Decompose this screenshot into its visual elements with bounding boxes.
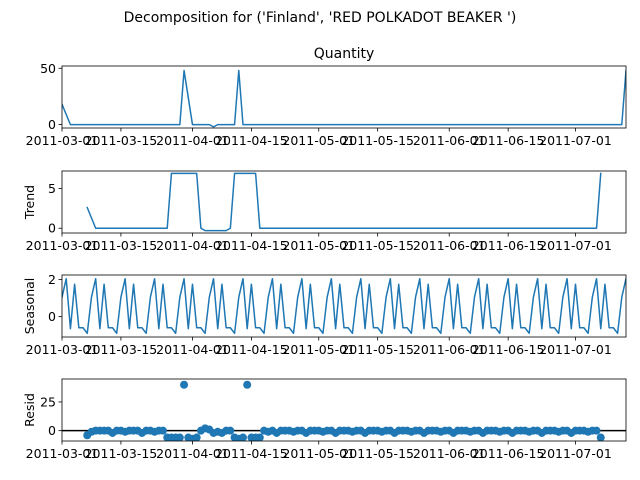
seasonal-series-line [62, 277, 626, 335]
resid-point [238, 433, 247, 441]
x-tick-label: 2011-04-01 [156, 446, 229, 461]
panel-observed: Quantity 0 50 2011-03-012011-03-152011-04-0… [26, 46, 627, 148]
x-tick-label: 2011-06-15 [472, 446, 545, 461]
x-tick-label: 2011-06-15 [472, 133, 545, 148]
x-tick-label: 2011-04-01 [156, 133, 229, 148]
x-tick-label: 2011-03-15 [85, 133, 158, 148]
x-tick-label: 2011-03-15 [85, 342, 158, 357]
x-tick-label: 2011-05-15 [341, 342, 414, 357]
x-tick-label: 2011-06-15 [472, 342, 545, 357]
y-tick-label: 5 [48, 181, 56, 196]
x-tick-label: 2011-04-15 [215, 133, 288, 148]
axes-frame [61, 378, 627, 442]
resid-point [243, 380, 252, 389]
x-tick-label: 2011-04-15 [215, 446, 288, 461]
plot-area [62, 69, 626, 128]
panel-seasonal: Seasonal 0 2 2011-03-012011-03-152011-04-01… [22, 272, 627, 357]
x-tick-label: 2011-03-01 [26, 446, 99, 461]
resid-point [175, 433, 184, 441]
figure-suptitle: Decomposition for ('Finland', 'RED POLKA… [124, 10, 517, 26]
plot-area [86, 172, 602, 232]
x-tick-label: 2011-04-01 [156, 238, 229, 253]
resid-point [592, 426, 601, 435]
x-tick-label: 2011-07-01 [539, 342, 612, 357]
x-tick-label: 2011-06-15 [472, 238, 545, 253]
x-tick-label: 2011-05-01 [282, 133, 355, 148]
x-tick-label: 2011-03-01 [26, 342, 99, 357]
y-axis-label: Resid [22, 393, 37, 427]
axes-frame [61, 274, 627, 338]
y-tick-label: 25 [40, 394, 56, 409]
resid-point [255, 433, 264, 441]
x-tick-label: 2011-03-15 [85, 446, 158, 461]
resid-point [192, 433, 201, 441]
y-tick-label: 0 [48, 423, 56, 438]
axes-frame [61, 65, 627, 129]
y-tick-label: 0 [48, 221, 56, 236]
x-tick-label: 2011-03-01 [26, 238, 99, 253]
x-tick-label: 2011-05-15 [341, 133, 414, 148]
y-tick-label: 2 [48, 272, 56, 287]
x-tick-label: 2011-03-15 [85, 238, 158, 253]
x-tick-label: 2011-06-01 [413, 238, 486, 253]
y-tick-label: 0 [48, 117, 56, 132]
x-tick-label: 2011-06-01 [413, 342, 486, 357]
x-tick-label: 2011-07-01 [539, 446, 612, 461]
x-tick-label: 2011-06-01 [413, 446, 486, 461]
x-tick-label: 2011-05-01 [282, 446, 355, 461]
panels: Quantity0502011-03-012011-03-152011-04-0… [22, 46, 627, 461]
x-tick-label: 2011-03-01 [26, 133, 99, 148]
x-tick-label: 2011-05-15 [341, 446, 414, 461]
plot-area [62, 277, 626, 335]
x-tick-label: 2011-05-15 [341, 238, 414, 253]
resid-point [180, 380, 189, 389]
trend-series-line [86, 172, 602, 232]
observed-series-line [62, 69, 626, 128]
x-tick-label: 2011-07-01 [539, 238, 612, 253]
y-tick-label: 0 [48, 309, 56, 324]
plot-area [62, 380, 626, 441]
x-tick-label: 2011-06-01 [413, 133, 486, 148]
x-tick-label: 2011-05-01 [282, 342, 355, 357]
panel-resid: Resid0252011-03-012011-03-152011-04-0120… [22, 378, 627, 461]
resid-point [226, 426, 235, 435]
y-tick-label: 50 [40, 61, 56, 76]
x-tick-label: 2011-04-01 [156, 342, 229, 357]
x-tick-label: 2011-04-15 [215, 342, 288, 357]
y-axis-label: Seasonal [22, 278, 37, 335]
panel-trend: Trend052011-03-012011-03-152011-04-01201… [22, 170, 627, 253]
resid-point [159, 426, 168, 435]
resid-point [596, 433, 605, 441]
axes-frame [61, 170, 627, 234]
y-axis-label: Trend [22, 185, 37, 220]
x-tick-label: 2011-05-01 [282, 238, 355, 253]
x-tick-label: 2011-04-15 [215, 238, 288, 253]
panel-title: Quantity [314, 46, 375, 62]
x-tick-label: 2011-07-01 [539, 133, 612, 148]
